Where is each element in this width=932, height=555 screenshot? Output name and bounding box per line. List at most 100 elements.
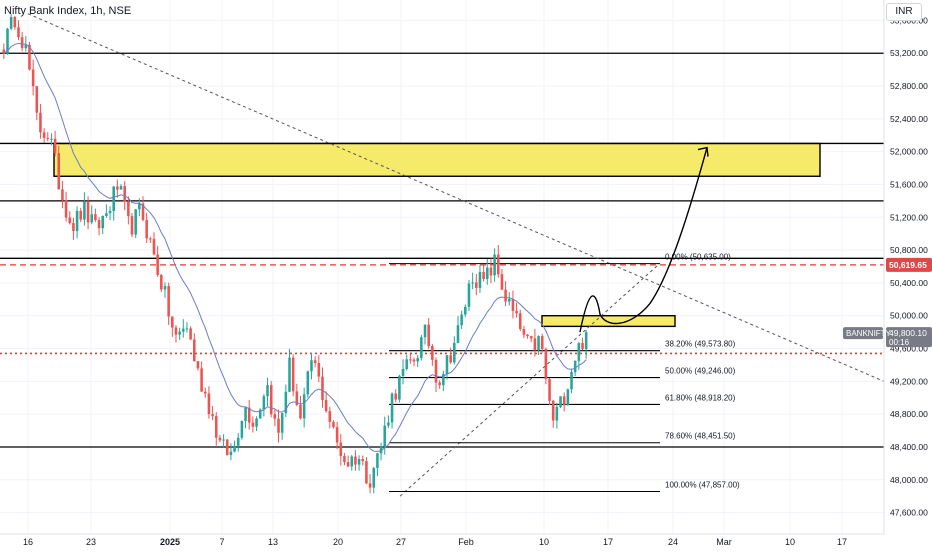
candle-body (511, 299, 515, 311)
fibonacci-retracement[interactable]: 0.00% (50,635.00) 38.20% (49,573.80) 50.00… (389, 253, 740, 493)
candle-body (507, 299, 511, 302)
candle-body (328, 411, 332, 422)
candle (566, 388, 570, 406)
candle (471, 272, 474, 290)
symbol-text: BANKNIFTY (846, 329, 892, 338)
candle-body (500, 274, 504, 290)
candle-body (306, 371, 310, 395)
candle-body (64, 200, 68, 218)
candle (79, 207, 83, 223)
candle-body (75, 210, 79, 232)
candle (13, 15, 17, 30)
candle-body (101, 215, 105, 229)
candle-body (17, 27, 20, 38)
time-tick-label: 10 (785, 537, 795, 547)
price-tick-label: 52,800.00 (890, 81, 928, 91)
current-price-badge (886, 327, 932, 348)
candle (302, 387, 306, 428)
candle (57, 145, 61, 190)
candle (167, 282, 170, 325)
candle (346, 455, 350, 468)
price-tick-label: 49,600.00 (890, 344, 928, 354)
candle-body (551, 400, 555, 421)
candle-body (555, 406, 559, 421)
candle (504, 281, 507, 307)
candle (86, 196, 90, 230)
candle-body (134, 209, 137, 235)
time-tick-label: Mar (716, 537, 732, 547)
candle-body (442, 374, 445, 386)
candle (551, 400, 555, 428)
candle (174, 325, 178, 343)
candle (119, 184, 123, 190)
candle (284, 384, 288, 418)
candle (266, 377, 269, 406)
candle-body (108, 210, 112, 214)
candle-body (387, 422, 390, 426)
candle (50, 133, 53, 146)
candle (178, 327, 181, 340)
grid (0, 0, 884, 534)
candle (555, 402, 559, 429)
candle-body (262, 396, 266, 410)
projection-path (579, 147, 708, 333)
candle (332, 420, 335, 429)
candle (251, 416, 255, 433)
price-tick-label: 51,600.00 (890, 179, 928, 189)
candle (496, 245, 500, 278)
candle-body (445, 355, 449, 375)
time-tick-label: 16 (23, 537, 33, 547)
candle (138, 198, 141, 217)
candle-body (467, 283, 471, 307)
candle-body (562, 396, 566, 406)
candle (343, 452, 346, 466)
candle-body (485, 267, 489, 280)
candle-body (365, 461, 368, 484)
candle-body (214, 416, 218, 438)
candle (203, 387, 207, 398)
candle (533, 328, 537, 357)
candle-body (526, 334, 529, 337)
candle (456, 316, 460, 344)
candle-body (138, 203, 141, 210)
candle-body (28, 44, 31, 70)
time-tick-label: 20 (333, 537, 343, 547)
candle (379, 442, 383, 461)
candle (464, 304, 467, 317)
candle (485, 258, 489, 285)
projection-arrow (579, 146, 709, 333)
candle (280, 412, 284, 440)
candle (460, 310, 463, 329)
currency-button[interactable]: INR (886, 3, 922, 21)
candle-body (482, 271, 485, 280)
candle-body (39, 112, 42, 133)
candle-body (350, 456, 354, 467)
candle-body (515, 310, 518, 314)
candle-body (453, 342, 456, 363)
candle-body (456, 325, 460, 343)
candle (299, 395, 302, 420)
candle (339, 433, 343, 466)
candle-body (376, 453, 379, 469)
candle (442, 370, 445, 392)
candle (17, 20, 20, 41)
candle-body (409, 359, 412, 361)
candle-body (354, 456, 357, 465)
price-tick-label: 50,800.00 (890, 245, 928, 255)
price-tick-label: 48,800.00 (890, 409, 928, 419)
fib-level-label: 78.60% (48,451.50) (665, 432, 736, 441)
time-tick-label: 10 (539, 537, 549, 547)
candle-body (518, 313, 522, 330)
price-axis[interactable]: 53,600.0053,200.0052,800.0052,400.0052,0… (843, 0, 932, 550)
candle-body (573, 360, 577, 373)
fib-level-label: 0.00% (50,635.00) (665, 253, 731, 262)
candle (526, 333, 529, 339)
candle (559, 396, 562, 409)
candle-body (343, 455, 346, 463)
candle-body (68, 217, 72, 224)
time-axis[interactable]: 16 23 2025 7 13 20 27 Feb 10 17 24 Mar 10 17 (0, 533, 884, 547)
candle (548, 377, 551, 406)
countdown-text: 00:16 (889, 338, 910, 347)
